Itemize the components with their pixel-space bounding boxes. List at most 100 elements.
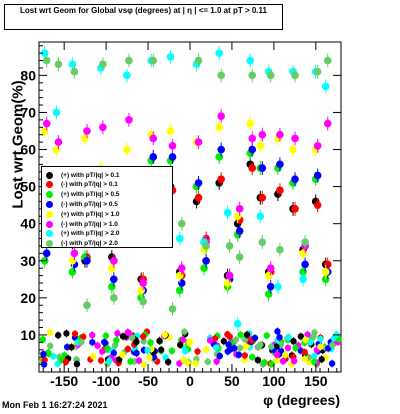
baseline-point <box>162 354 169 361</box>
y-tick-label: 10 <box>20 327 36 343</box>
data-point <box>194 179 203 187</box>
data-point <box>42 119 51 128</box>
timestamp-footer: Mon Feb 1 16:27:24 2021 <box>2 400 108 410</box>
legend-entry: (+) with pT/|q| > 1.0 <box>46 209 120 219</box>
x-tick-label: -100 <box>92 373 120 389</box>
baseline-point <box>128 334 136 342</box>
data-point <box>246 56 255 65</box>
legend-label: (+) with pT/|q| > 0.1 <box>61 171 120 179</box>
baseline-point <box>140 361 147 368</box>
baseline-point <box>235 351 243 359</box>
data-point <box>125 116 133 124</box>
data-point <box>168 305 177 313</box>
baseline-point <box>226 333 233 340</box>
data-point <box>54 138 63 146</box>
data-point <box>175 234 184 243</box>
baseline-point <box>102 332 110 340</box>
data-point <box>202 242 210 250</box>
baseline-point <box>179 336 187 344</box>
legend-marker <box>46 220 53 228</box>
baseline-point <box>89 352 97 360</box>
data-point <box>123 71 131 80</box>
legend-entry: (-) with pT/|q| > 2.0 <box>46 239 118 249</box>
data-point <box>266 264 275 272</box>
y-tick-label: 60 <box>20 142 36 158</box>
data-point <box>68 256 77 265</box>
baseline-point <box>182 347 189 355</box>
legend-label: (-) with pT/|q| > 0.5 <box>61 200 118 208</box>
baseline-point <box>135 357 143 364</box>
data-point <box>217 175 225 183</box>
baseline-point <box>113 336 120 344</box>
data-point <box>235 227 244 235</box>
data-point <box>313 142 322 150</box>
data-point <box>299 275 307 284</box>
chart-title: Lost wrt Geom for Global vsφ (degrees) a… <box>20 6 267 15</box>
data-point <box>246 119 255 128</box>
data-point <box>110 294 118 302</box>
data-point <box>194 138 203 146</box>
baseline-point <box>94 342 101 349</box>
data-point <box>139 279 147 287</box>
baseline-point <box>147 339 154 346</box>
y-tick-label: 50 <box>20 179 36 195</box>
data-point <box>235 205 244 213</box>
data-point <box>248 145 257 154</box>
data-point <box>123 145 131 154</box>
baseline-point <box>104 345 111 352</box>
baseline-point <box>279 357 287 365</box>
legend-marker <box>46 181 53 189</box>
data-point <box>225 271 234 280</box>
baseline-point <box>156 337 163 345</box>
baseline-point <box>307 339 314 346</box>
data-point <box>291 205 299 213</box>
data-point <box>321 82 330 91</box>
data-point <box>200 264 208 272</box>
data-point <box>83 256 91 265</box>
baseline-point <box>202 346 210 353</box>
data-point <box>215 49 223 57</box>
legend-entry: (+) with pT/|q| > 0.1 <box>46 170 120 180</box>
baseline-point <box>133 349 140 357</box>
baseline-point <box>127 358 134 365</box>
baseline-point <box>114 330 121 337</box>
data-point <box>149 56 158 65</box>
data-point <box>258 238 267 247</box>
baseline-point <box>211 335 219 342</box>
data-point <box>301 260 309 269</box>
data-point <box>233 212 242 221</box>
data-point <box>175 286 184 295</box>
data-point <box>108 264 116 272</box>
baseline-point <box>301 355 308 363</box>
y-axis-label: Lost wrt Geom(%) <box>9 80 27 209</box>
baseline-point <box>204 358 212 365</box>
data-point <box>194 193 203 202</box>
data-point <box>54 60 63 69</box>
baseline-point <box>184 360 191 367</box>
data-point <box>166 127 175 135</box>
baseline-point <box>124 329 131 336</box>
baseline-point <box>297 333 305 340</box>
legend-label: (-) with pT/|q| > 2.0 <box>61 240 118 248</box>
legend: (+) with pT/|q| > 0.1 (-) with pT/|q| > 0… <box>41 166 173 248</box>
baseline-point <box>273 351 281 358</box>
baseline-point <box>106 357 113 365</box>
baseline-point <box>301 348 308 356</box>
baseline-point <box>311 358 318 366</box>
baseline-point <box>168 347 176 355</box>
baseline-point <box>39 336 46 343</box>
legend-label: (+) with pT/|q| > 2.0 <box>61 230 120 238</box>
data-point <box>313 171 322 180</box>
data-point <box>258 130 267 139</box>
data-point <box>52 108 61 117</box>
legend-marker <box>46 210 53 218</box>
baseline-point <box>71 330 79 337</box>
data-point <box>274 282 282 291</box>
baseline-point <box>251 334 259 342</box>
data-point <box>81 134 89 143</box>
x-tick-label: 150 <box>304 373 328 389</box>
data-point <box>276 245 284 254</box>
legend-entry: (-) with pT/|q| > 0.5 <box>46 199 118 209</box>
data-point <box>301 238 309 247</box>
baseline-point <box>194 348 201 355</box>
